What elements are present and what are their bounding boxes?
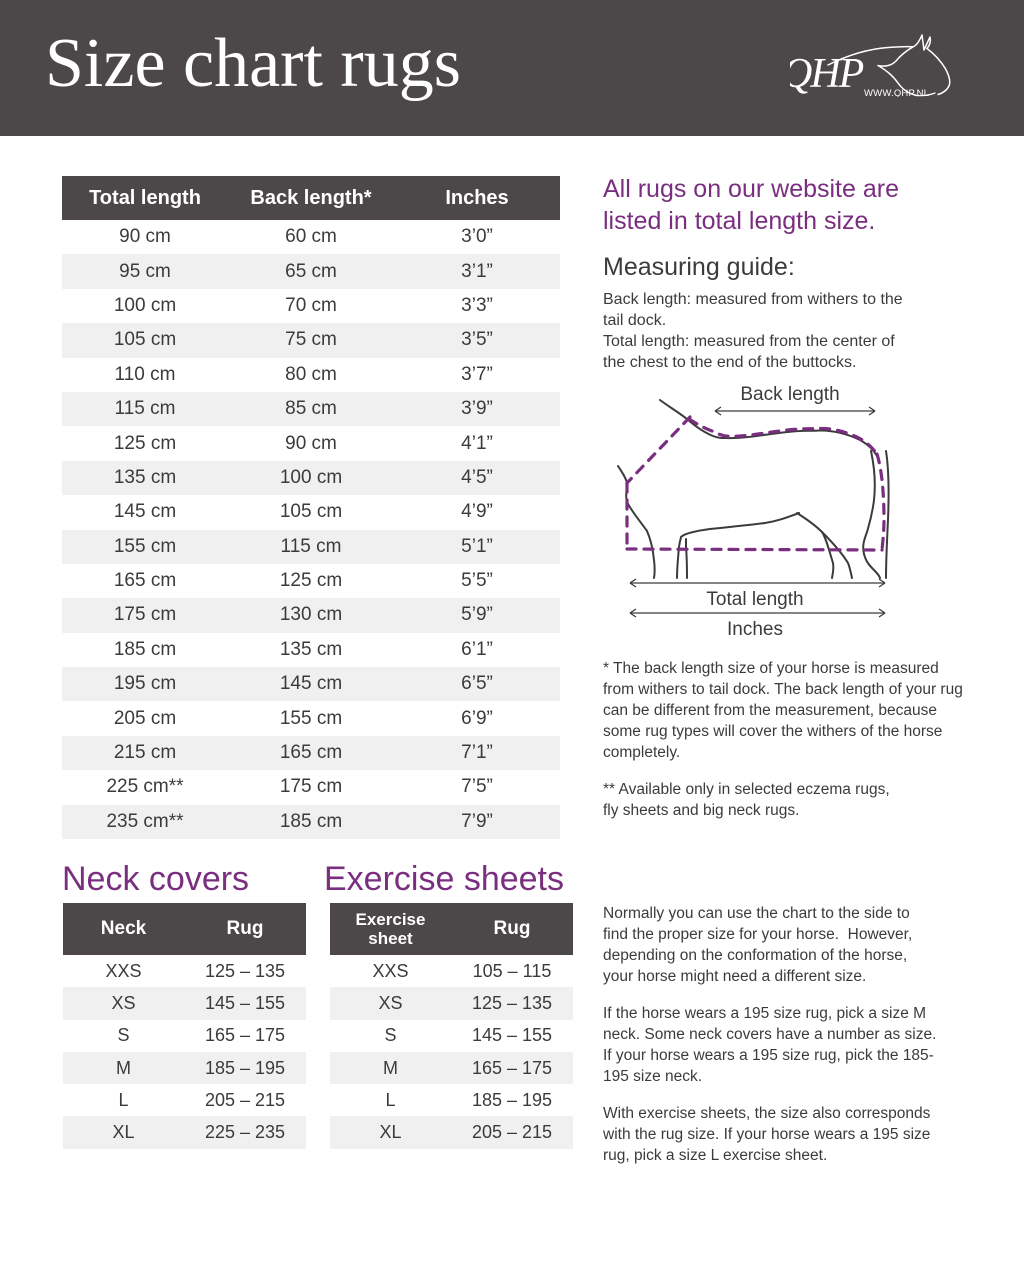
svg-text:Inches: Inches (727, 619, 783, 640)
svg-text:Back length: Back length (740, 384, 839, 405)
svg-text:WWW.QHP.NL: WWW.QHP.NL (864, 88, 929, 97)
svg-text:Total length: Total length (706, 589, 803, 610)
svg-text:QHP: QHP (790, 51, 864, 97)
